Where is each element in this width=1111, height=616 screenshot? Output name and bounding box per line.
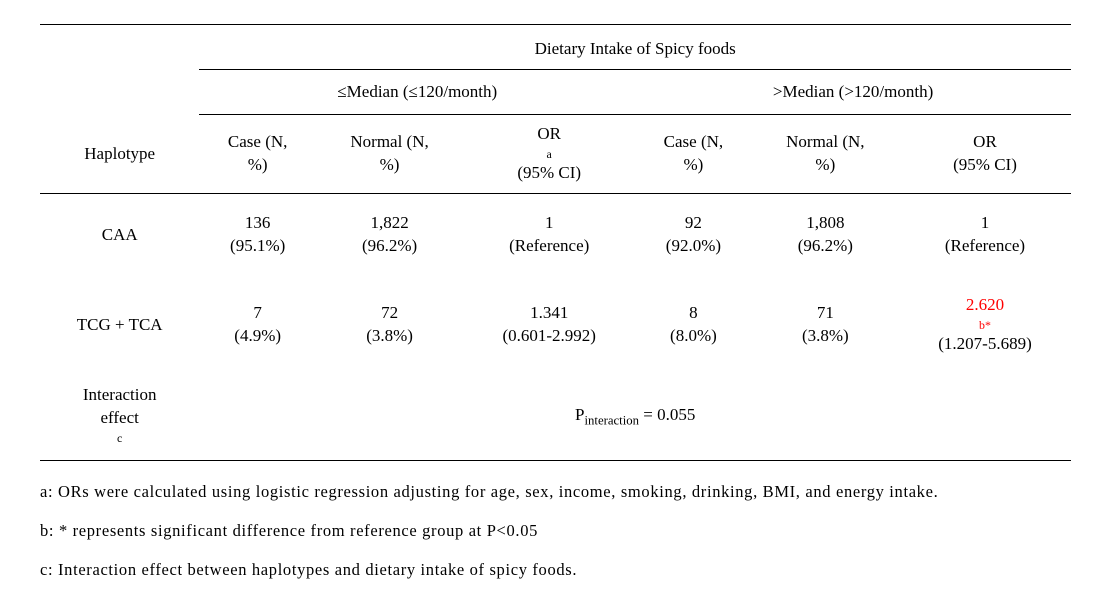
cell-value: (96.2%) (322, 235, 457, 258)
cell-value: (96.2%) (758, 235, 893, 258)
col-normal-left-l1: Normal (N, (322, 131, 457, 154)
interaction-row: Interaction effectc Pinteraction = 0.055 (40, 374, 1071, 460)
cell-tcg-case-l: 7 (4.9%) (199, 276, 316, 374)
footnotes: a: ORs were calculated using logistic re… (40, 475, 1071, 586)
or-significant-sup: b* (905, 317, 1065, 333)
cell-tcg-normal-r: 71 (3.8%) (752, 276, 899, 374)
cell-value: 7 (205, 302, 310, 325)
cell-value: (0.601-2.992) (469, 325, 629, 348)
interaction-label-l1: Interaction (46, 384, 193, 407)
col-or-right-l1: OR (905, 131, 1065, 154)
or-significant-value: 2.620 (905, 294, 1065, 317)
cell-value: 72 (322, 302, 457, 325)
cell-caa-case-l: 136 (95.1%) (199, 193, 316, 275)
cell-value: (1.207-5.689) (905, 333, 1065, 356)
interaction-label: Interaction effectc (40, 374, 199, 460)
col-case-right-l2: %) (641, 154, 746, 177)
cell-value: 92 (641, 212, 746, 235)
cell-value: (Reference) (469, 235, 629, 258)
col-case-right-l1: Case (N, (641, 131, 746, 154)
col-normal-left: Normal (N, %) (316, 115, 463, 194)
cell-value: (Reference) (905, 235, 1065, 258)
cell-tcg-case-r: 8 (8.0%) (635, 276, 752, 374)
col-haplotype: Haplotype (40, 115, 199, 194)
cell-caa-normal-r: 1,808 (96.2%) (752, 193, 899, 275)
cell-value: (92.0%) (641, 235, 746, 258)
table-row: TCG + TCA 7 (4.9%) 72 (3.8%) 1.341 (0.60… (40, 276, 1071, 374)
cell-value: 1 (469, 212, 629, 235)
group-header-right: >Median (>120/month) (635, 70, 1071, 115)
cell-value: 71 (758, 302, 893, 325)
haplotype-table: Dietary Intake of Spicy foods ≤Median (≤… (40, 24, 1071, 461)
col-case-left: Case (N, %) (199, 115, 316, 194)
haplotype-tcg-tca: TCG + TCA (40, 276, 199, 374)
blank-cell (40, 25, 199, 70)
cell-tcg-or-r: 2.620b* (1.207-5.689) (899, 276, 1071, 374)
cell-value: (3.8%) (322, 325, 457, 348)
or-superscript-a: a (469, 146, 629, 162)
group-header-left: ≤Median (≤120/month) (199, 70, 635, 115)
cell-caa-normal-l: 1,822 (96.2%) (316, 193, 463, 275)
cell-caa-or-l: 1 (Reference) (463, 193, 635, 275)
table-row: CAA 136 (95.1%) 1,822 (96.2%) 1 (Referen… (40, 193, 1071, 275)
cell-value: 136 (205, 212, 310, 235)
blank-cell (40, 70, 199, 115)
cell-caa-or-r: 1 (Reference) (899, 193, 1071, 275)
haplotype-caa: CAA (40, 193, 199, 275)
cell-value: 1,822 (322, 212, 457, 235)
cell-value: 1 (905, 212, 1065, 235)
cell-value: (3.8%) (758, 325, 893, 348)
col-or-right-l2: (95% CI) (905, 154, 1065, 177)
col-case-left-l2: %) (205, 154, 310, 177)
cell-caa-case-r: 92 (92.0%) (635, 193, 752, 275)
footnote-c: c: Interaction effect between haplotypes… (40, 553, 1071, 586)
col-normal-right-l1: Normal (N, (758, 131, 893, 154)
cell-tcg-normal-l: 72 (3.8%) (316, 276, 463, 374)
cell-value: 1,808 (758, 212, 893, 235)
p-subscript: interaction (584, 413, 639, 427)
p-value: = 0.055 (639, 405, 695, 424)
cell-tcg-or-l: 1.341 (0.601-2.992) (463, 276, 635, 374)
col-or-left: ORa (95% CI) (463, 115, 635, 194)
col-or-left-text: OR (469, 123, 629, 146)
col-normal-left-l2: %) (322, 154, 457, 177)
col-or-right: OR (95% CI) (899, 115, 1071, 194)
interaction-value: Pinteraction = 0.055 (199, 374, 1071, 460)
col-normal-right-l2: %) (758, 154, 893, 177)
footnote-b: b: * represents significant difference f… (40, 514, 1071, 547)
overall-header: Dietary Intake of Spicy foods (199, 25, 1071, 70)
footnote-a: a: ORs were calculated using logistic re… (40, 475, 1071, 508)
cell-value: (95.1%) (205, 235, 310, 258)
col-normal-right: Normal (N, %) (752, 115, 899, 194)
cell-value: 8 (641, 302, 746, 325)
col-or-left-l2: (95% CI) (469, 162, 629, 185)
interaction-sup-c: c (46, 430, 193, 446)
interaction-label-l2: effect (46, 407, 193, 430)
cell-value: (4.9%) (205, 325, 310, 348)
col-case-right: Case (N, %) (635, 115, 752, 194)
cell-value: (8.0%) (641, 325, 746, 348)
col-case-left-l1: Case (N, (205, 131, 310, 154)
cell-value: 1.341 (469, 302, 629, 325)
